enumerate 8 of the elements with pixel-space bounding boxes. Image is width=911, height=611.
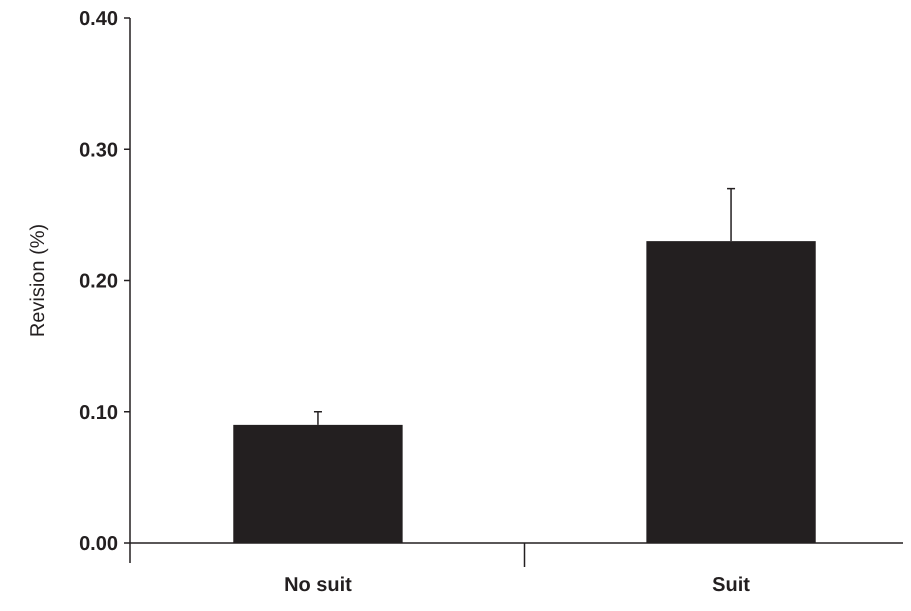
x-tick-label: No suit	[284, 574, 352, 596]
y-tick-label: 0.30	[79, 139, 118, 162]
y-tick-label: 0.10	[79, 402, 118, 424]
y-tick-label: 0.20	[79, 270, 118, 292]
y-tick-label: 0.40	[79, 8, 118, 30]
x-tick-label: Suit	[712, 574, 750, 596]
y-axis-title: Revision (%)	[27, 224, 49, 338]
y-tick-label: 0.00	[79, 533, 118, 555]
